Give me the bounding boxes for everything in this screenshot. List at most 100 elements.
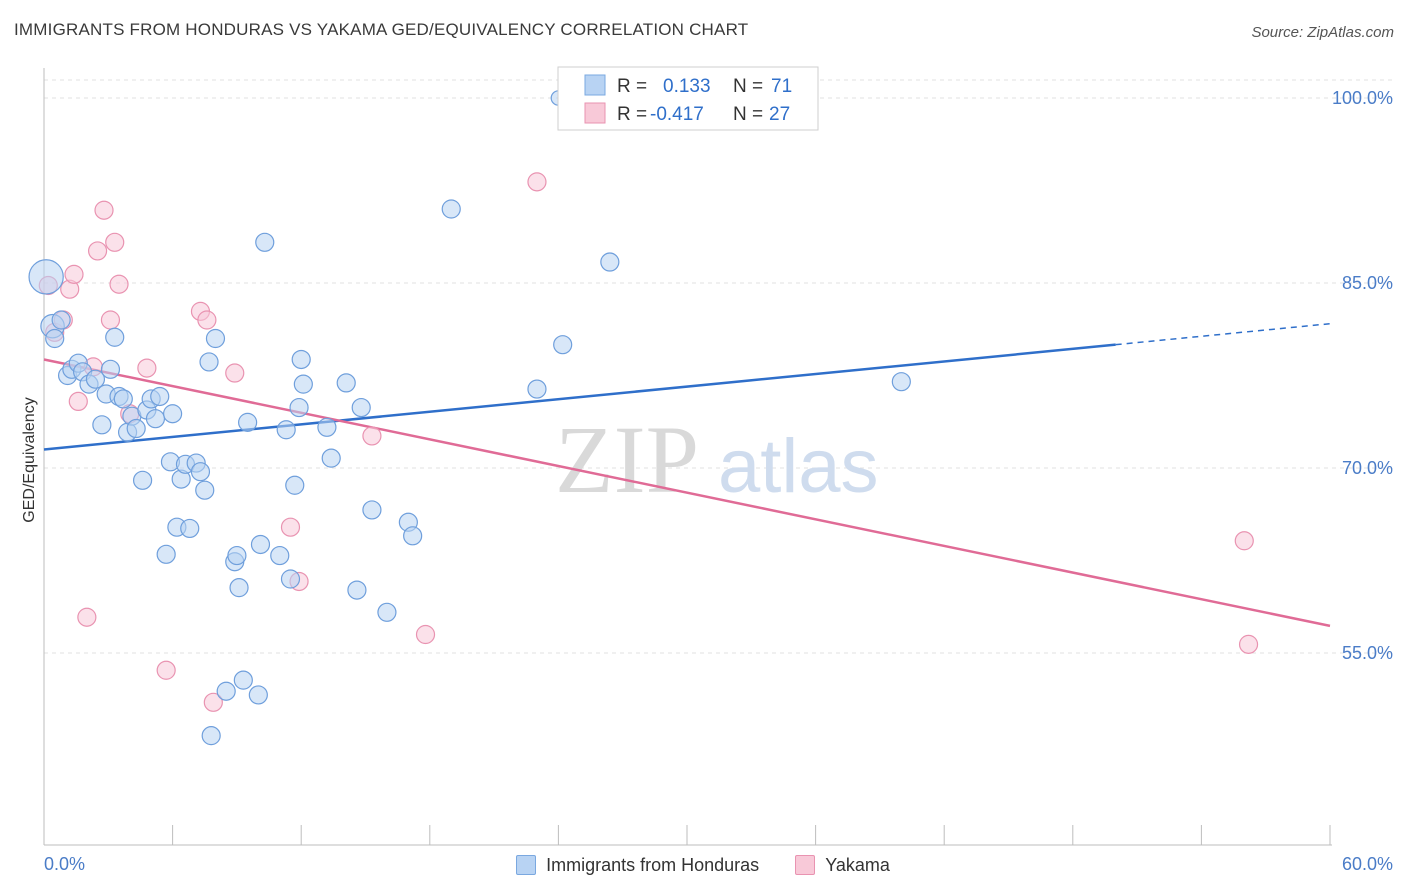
legend-swatch-honduras [516, 855, 537, 875]
y-tick-label: 100.0% [1332, 88, 1393, 108]
honduras-point [362, 500, 382, 520]
honduras-point [276, 420, 296, 440]
honduras-point [28, 259, 64, 295]
honduras-point [891, 372, 911, 392]
honduras-point [156, 544, 176, 564]
honduras-point [199, 352, 219, 372]
yakama-point [203, 692, 223, 712]
legend-item-honduras: Immigrants from Honduras [516, 852, 759, 878]
legend-r-label-2: R = [617, 104, 647, 125]
honduras-point [205, 328, 226, 349]
honduras-point [280, 569, 301, 589]
y-tick-label: 55.0% [1342, 643, 1393, 663]
yakama-point [94, 200, 114, 220]
honduras-point [227, 545, 247, 566]
yakama-point [105, 232, 125, 252]
honduras-trend-extension [1115, 322, 1331, 346]
honduras-point [150, 386, 170, 407]
honduras-point [293, 374, 313, 394]
yakama-point [527, 172, 547, 192]
yakama-point [68, 391, 88, 411]
honduras-point [180, 518, 200, 539]
legend-n-value-2: 27 [769, 104, 790, 125]
source-label: Source: ZipAtlas.com [1251, 24, 1394, 41]
honduras-point [229, 578, 249, 598]
yakama-point [1234, 531, 1254, 551]
honduras-point [163, 404, 183, 424]
x-tick-labels: 0.0% 60.0% [44, 854, 1393, 874]
y-tick-label: 85.0% [1342, 273, 1393, 293]
honduras-point [233, 670, 253, 690]
honduras-point [317, 417, 337, 437]
honduras-point [248, 685, 268, 705]
honduras-point [377, 602, 397, 622]
axes [43, 68, 1332, 846]
yakama-point [362, 426, 382, 446]
legend-r-value-2: -0.417 [650, 104, 704, 125]
honduras-point [255, 232, 275, 252]
honduras-point [403, 526, 423, 546]
stats-legend: R = 0.133 N = 71 R = -0.417 N = 27 [557, 66, 819, 131]
yakama-point [77, 607, 97, 627]
honduras-point [85, 369, 106, 389]
honduras-point [105, 327, 125, 347]
honduras-point [51, 310, 71, 330]
honduras-point [216, 681, 236, 701]
legend-swatch-yakama [795, 855, 816, 875]
legend-swatch-blue [584, 74, 606, 96]
honduras-point [92, 415, 112, 435]
watermark-atlas: atlas [718, 424, 879, 509]
honduras-point [291, 349, 311, 370]
legend-item-yakama: Yakama [795, 852, 890, 878]
honduras-point [270, 545, 290, 566]
legend-n-value-1: 71 [771, 76, 792, 97]
honduras-point [100, 359, 121, 379]
legend-n-label-1: N = [733, 76, 763, 97]
yakama-point [64, 264, 84, 284]
yakama-point [415, 624, 436, 645]
legend-swatch-pink [584, 102, 606, 124]
grid-lines [44, 79, 1395, 654]
honduras-point [238, 412, 258, 432]
honduras-point [336, 373, 356, 393]
y-axis-label: GED/Equivalency [21, 397, 38, 523]
yakama-point [109, 274, 129, 294]
honduras-points [28, 90, 911, 746]
honduras-point [250, 534, 271, 555]
honduras-point [553, 335, 573, 355]
bottom-legend: Immigrants from Honduras Yakama [0, 852, 1406, 878]
yakama-point [197, 310, 217, 330]
honduras-point [195, 480, 215, 500]
honduras-point [321, 448, 341, 468]
x-tick-label: 0.0% [44, 854, 85, 874]
yakama-point [280, 517, 301, 537]
honduras-point [113, 389, 133, 409]
legend-r-label-1: R = [617, 76, 647, 97]
yakama-point [225, 363, 245, 383]
y-tick-labels: 100.0% 85.0% 70.0% 55.0% [1332, 88, 1393, 663]
yakama-trend-line [43, 358, 1331, 628]
chart-title: IMMIGRANTS FROM HONDURAS VS YAKAMA GED/E… [14, 20, 749, 39]
legend-r-value-1: 0.133 [663, 76, 711, 97]
honduras-point [285, 475, 305, 495]
honduras-point [441, 199, 461, 219]
y-tick-label: 70.0% [1342, 458, 1393, 478]
legend-label-honduras: Immigrants from Honduras [546, 854, 760, 875]
yakama-point [100, 310, 121, 330]
honduras-point [527, 379, 547, 399]
honduras-point [190, 462, 211, 482]
yakama-point [1238, 634, 1259, 654]
honduras-point [126, 418, 146, 439]
honduras-point [45, 328, 65, 349]
trend-lines [43, 322, 1331, 628]
honduras-point [351, 397, 371, 418]
honduras-point [145, 409, 166, 429]
watermark: ZIP atlas [555, 406, 879, 513]
honduras-point [289, 397, 309, 418]
yakama-point [87, 241, 108, 261]
honduras-point [132, 470, 153, 490]
x-tick-label: 60.0% [1342, 854, 1393, 874]
honduras-point [201, 726, 221, 746]
legend-label-yakama: Yakama [825, 854, 890, 875]
